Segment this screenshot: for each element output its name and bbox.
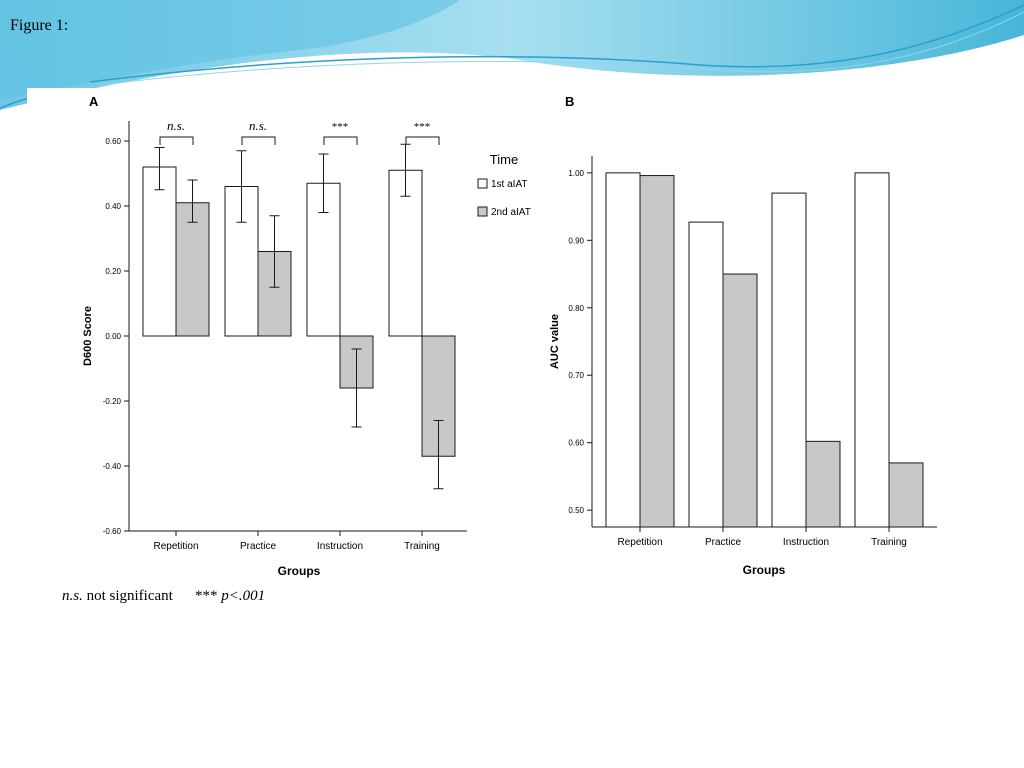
significance-label-a: *** — [414, 121, 431, 133]
y-tick-label-a: -0.20 — [103, 397, 122, 406]
significance-bracket-a — [323, 136, 358, 145]
significance-label-a: n.s. — [249, 118, 267, 133]
legend-label-a: 1st aIAT — [491, 179, 528, 190]
y-tick-label-b: 0.50 — [568, 506, 584, 515]
significance-bracket-a — [241, 136, 276, 145]
y-tick-label-a: 0.40 — [105, 202, 121, 211]
x-tick-label-a: Training — [404, 541, 440, 552]
y-tick-label-a: 0.20 — [105, 267, 121, 276]
y-tick-label-a: 0.60 — [105, 137, 121, 146]
panel-label-a: A — [89, 94, 99, 109]
figure-charts: A 0.60 0.40 0.20 0.00 -0.20 -0.40 -0.60 D600 Sco… — [82, 94, 937, 578]
bar-b-0 — [771, 192, 807, 528]
figure-title: Figure 1: — [10, 17, 69, 34]
y-tick-label-b: 1.00 — [568, 169, 584, 178]
bar-a-1 — [257, 251, 292, 337]
footnote-sig-text: p<.001 — [217, 588, 266, 604]
bar-b-1 — [805, 440, 841, 528]
bar-b-0 — [688, 221, 724, 528]
x-axis-title-b: Groups — [743, 563, 786, 577]
x-tick-label-a: Repetition — [153, 541, 198, 552]
x-tick-label-b: Repetition — [617, 537, 662, 548]
x-tick-label-a: Instruction — [317, 541, 363, 552]
bar-a-0 — [388, 169, 423, 337]
x-tick-label-b: Practice — [705, 537, 742, 548]
chart-panel-b: B 1.00 0.90 0.80 0.70 0.60 0.50 AUC value Repeti… — [549, 94, 937, 577]
significance-label-a: n.s. — [167, 118, 185, 133]
footnote-ns-text: not significant — [82, 588, 173, 604]
panel-label-b: B — [565, 94, 574, 109]
footnote-significance: *** p<.001 — [195, 588, 265, 605]
x-tick-label-b: Instruction — [783, 537, 829, 548]
footnote-ns-symbol: n.s. — [62, 588, 83, 604]
y-tick-label-a: -0.60 — [103, 527, 122, 536]
y-tick-label-b: 0.60 — [568, 439, 584, 448]
bar-a-0 — [142, 166, 177, 337]
significance-bracket-a — [405, 136, 440, 145]
legend-label-a: 2nd aIAT — [491, 207, 531, 218]
bar-b-0 — [605, 172, 641, 528]
legend-swatch-a — [477, 178, 488, 189]
footnote-sig-symbol: *** — [195, 588, 218, 604]
x-tick-label-a: Practice — [240, 541, 277, 552]
legend-title-a: Time — [490, 152, 518, 167]
y-tick-label-b: 0.90 — [568, 236, 584, 245]
legend-swatch-a — [477, 206, 488, 217]
significance-bracket-a — [159, 136, 194, 145]
y-tick-label-b: 0.70 — [568, 371, 584, 380]
y-tick-label-a: 0.00 — [105, 332, 121, 341]
y-axis-title-b: AUC value — [549, 314, 561, 369]
x-tick-label-b: Training — [871, 537, 907, 548]
y-axis-title-a: D600 Score — [82, 306, 94, 366]
bar-b-1 — [722, 273, 758, 528]
bar-b-1 — [639, 175, 675, 528]
y-tick-label-b: 0.80 — [568, 304, 584, 313]
figure-panel-area: A 0.60 0.40 0.20 0.00 -0.20 -0.40 -0.60 D600 Sco… — [27, 88, 997, 768]
y-tick-label-a: -0.40 — [103, 462, 122, 471]
bar-b-1 — [888, 462, 924, 528]
significance-label-a: *** — [332, 121, 349, 133]
chart-panel-a: A 0.60 0.40 0.20 0.00 -0.20 -0.40 -0.60 D600 Sco… — [82, 94, 531, 578]
x-axis-title-a: Groups — [278, 564, 321, 578]
footnote-not-significant: n.s. not significant — [62, 588, 173, 605]
bar-a-1 — [175, 202, 210, 337]
bar-b-0 — [854, 172, 890, 528]
